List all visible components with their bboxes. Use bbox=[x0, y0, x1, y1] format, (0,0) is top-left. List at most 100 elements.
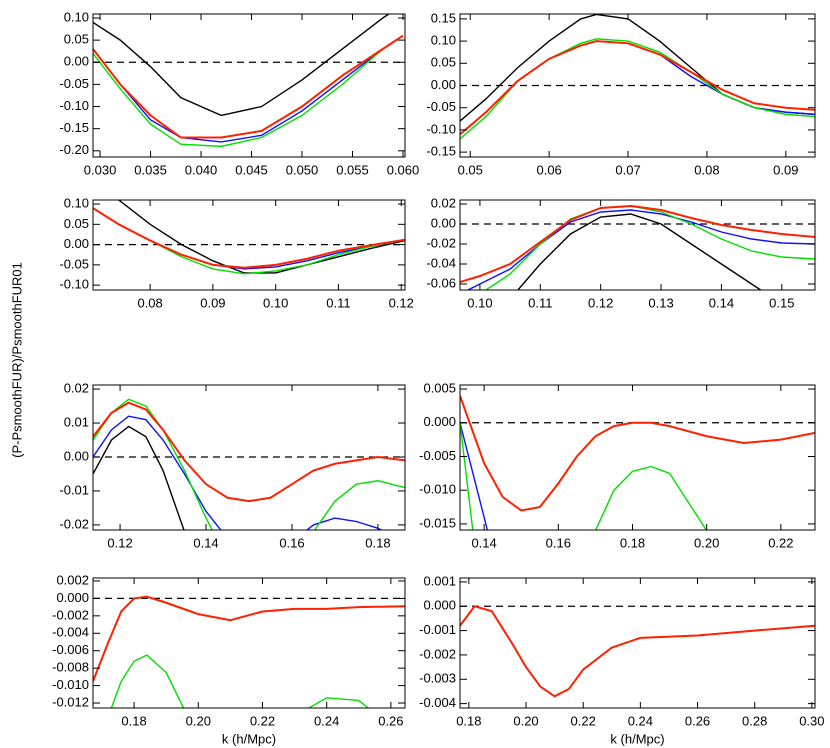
plot-area bbox=[93, 398, 405, 530]
x-tick-label: 0.22 bbox=[250, 713, 275, 728]
data-line bbox=[460, 38, 815, 140]
data-line bbox=[93, 207, 405, 269]
y-tick-label: 0.00 bbox=[64, 448, 89, 463]
y-tick-label: -0.010 bbox=[52, 677, 89, 692]
plot-area bbox=[93, 200, 405, 275]
x-tick-label: 0.12 bbox=[588, 295, 613, 310]
y-tick-label: -0.10 bbox=[426, 121, 456, 136]
x-tick-label: 0.30 bbox=[799, 713, 824, 728]
plot-area bbox=[460, 605, 815, 698]
y-tick-label: 0.000 bbox=[423, 414, 456, 429]
data-line bbox=[93, 401, 405, 503]
x-tick-label: 0.045 bbox=[235, 162, 268, 177]
x-tick-label: 0.060 bbox=[387, 162, 420, 177]
y-tick-label: 0.10 bbox=[64, 9, 89, 24]
y-tick-label: 0.05 bbox=[64, 216, 89, 231]
y-tick-label: -0.010 bbox=[419, 482, 456, 497]
data-line bbox=[460, 395, 815, 512]
x-axis-label: k (h/Mpc) bbox=[610, 731, 664, 746]
x-tick-label: 0.11 bbox=[326, 295, 350, 310]
y-tick-label: -0.05 bbox=[426, 99, 456, 114]
y-tick-label: -0.015 bbox=[419, 515, 456, 530]
data-line bbox=[110, 654, 370, 708]
y-tick-label: -0.003 bbox=[419, 671, 456, 686]
y-tick-label: 0.10 bbox=[431, 33, 456, 48]
data-line bbox=[93, 35, 404, 143]
axes-frame bbox=[459, 384, 816, 531]
x-tick-label: 0.08 bbox=[137, 295, 162, 310]
x-tick-label: 0.18 bbox=[121, 713, 146, 728]
data-line bbox=[117, 200, 405, 274]
y-tick-label: 0.01 bbox=[64, 414, 89, 429]
y-tick-label: 0.001 bbox=[423, 573, 456, 588]
x-tick-label: 0.13 bbox=[648, 295, 673, 310]
data-line bbox=[466, 209, 815, 290]
y-tick-label: 0.05 bbox=[431, 55, 456, 70]
y-tick-label: 0.02 bbox=[64, 381, 89, 396]
x-tick-label: 0.030 bbox=[84, 162, 117, 177]
data-line bbox=[460, 204, 815, 283]
data-line bbox=[93, 207, 405, 275]
x-tick-label: 0.11 bbox=[528, 295, 552, 310]
x-tick-label: 0.22 bbox=[571, 713, 596, 728]
data-line bbox=[93, 415, 383, 530]
axes-frame bbox=[92, 13, 406, 158]
data-line bbox=[93, 34, 404, 139]
plot-area bbox=[460, 395, 815, 530]
x-tick-label: 0.055 bbox=[336, 162, 369, 177]
y-tick-label: -0.004 bbox=[419, 695, 456, 710]
y-tick-label: -0.002 bbox=[52, 607, 89, 622]
y-tick-label: -0.004 bbox=[52, 625, 89, 640]
y-tick-label: 0.05 bbox=[64, 32, 89, 47]
y-tick-label: 0.002 bbox=[56, 572, 89, 587]
x-tick-label: 0.040 bbox=[185, 162, 218, 177]
y-tick-label: -0.06 bbox=[426, 275, 456, 290]
plot-area bbox=[460, 14, 815, 140]
x-tick-label: 0.24 bbox=[628, 713, 653, 728]
x-tick-label: 0.28 bbox=[742, 713, 767, 728]
plot-area bbox=[93, 14, 405, 148]
x-tick-label: 0.18 bbox=[365, 535, 390, 550]
x-tick-label: 0.24 bbox=[314, 713, 339, 728]
y-tick-label: -0.001 bbox=[419, 622, 456, 637]
y-tick-label: 0.00 bbox=[64, 54, 89, 69]
y-tick-label: -0.20 bbox=[59, 142, 89, 157]
x-tick-label: 0.16 bbox=[279, 535, 304, 550]
y-tick-label: -0.008 bbox=[52, 660, 89, 675]
x-tick-label: 0.050 bbox=[286, 162, 319, 177]
y-tick-label: -0.02 bbox=[426, 235, 456, 250]
y-tick-label: -0.15 bbox=[59, 120, 89, 135]
y-tick-label: -0.02 bbox=[59, 516, 89, 531]
data-line bbox=[93, 14, 391, 117]
y-tick-label: -0.01 bbox=[59, 482, 89, 497]
x-tick-label: 0.26 bbox=[378, 713, 403, 728]
x-tick-label: 0.20 bbox=[513, 713, 538, 728]
data-line bbox=[93, 35, 404, 148]
data-line bbox=[93, 425, 185, 530]
plot-area bbox=[93, 595, 405, 708]
y-tick-label: -0.002 bbox=[419, 646, 456, 661]
axes-frame bbox=[459, 199, 816, 291]
x-tick-label: 0.06 bbox=[536, 162, 561, 177]
y-tick-label: -0.006 bbox=[52, 642, 89, 657]
x-tick-label: 0.15 bbox=[769, 295, 794, 310]
axes-frame bbox=[92, 384, 406, 531]
y-tick-label: -0.005 bbox=[419, 448, 456, 463]
x-tick-label: 0.035 bbox=[134, 162, 167, 177]
y-tick-label: 0.000 bbox=[423, 598, 456, 613]
y-tick-label: -0.05 bbox=[59, 256, 89, 271]
y-tick-label: -0.15 bbox=[426, 144, 456, 159]
x-tick-label: 0.12 bbox=[107, 535, 132, 550]
data-line bbox=[460, 422, 708, 530]
data-line bbox=[516, 213, 762, 290]
data-line bbox=[93, 398, 405, 530]
x-tick-label: 0.20 bbox=[694, 535, 719, 550]
y-tick-label: 0.02 bbox=[431, 195, 456, 210]
x-tick-label: 0.07 bbox=[615, 162, 640, 177]
data-line bbox=[93, 595, 405, 682]
y-tick-label: 0.00 bbox=[431, 77, 456, 92]
y-tick-label: -0.10 bbox=[59, 277, 89, 292]
y-axis-label: (P-PsmoothFUR)/PsmoothFUR01 bbox=[9, 262, 24, 458]
x-tick-label: 0.05 bbox=[458, 162, 483, 177]
